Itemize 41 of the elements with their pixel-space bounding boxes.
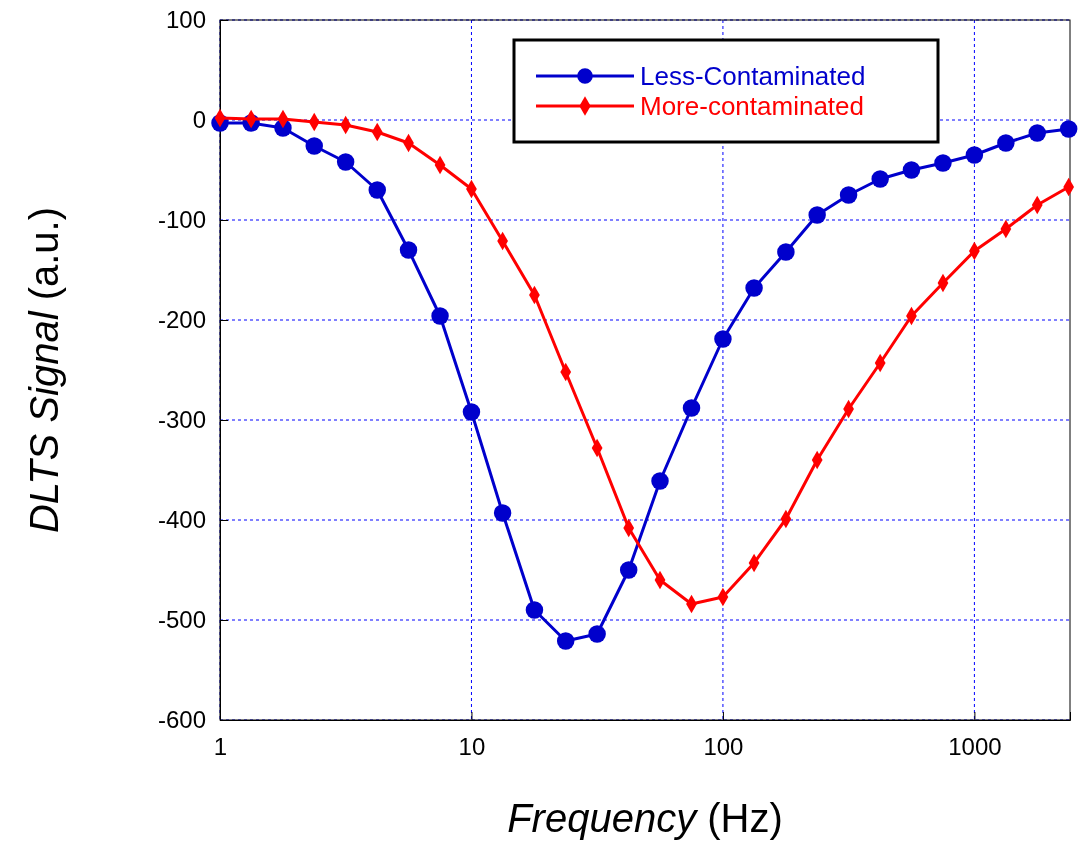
y-tick-label: -500 (157, 606, 206, 634)
y-tick-label: -400 (157, 506, 206, 534)
x-tick-label: 1000 (948, 733, 1002, 761)
y-axis-title: DLTS Signal (a.u.) (22, 206, 66, 534)
x-tick-label: 1 (213, 733, 228, 761)
point (305, 137, 323, 155)
point (934, 154, 952, 172)
point (336, 153, 355, 171)
point (1059, 120, 1078, 138)
point (368, 181, 386, 199)
point (871, 170, 889, 188)
legend-label: More-contaminated (640, 91, 864, 121)
point (525, 601, 544, 619)
point (556, 632, 575, 650)
y-tick-label: 100 (165, 6, 206, 34)
point (462, 403, 481, 421)
point (997, 134, 1015, 152)
x-tick-label: 100 (703, 733, 744, 761)
point (777, 243, 795, 261)
point (588, 625, 606, 643)
point (839, 186, 858, 204)
legend-label: Less-Contaminated (640, 61, 866, 91)
point (965, 146, 984, 164)
x-tick-label: 10 (458, 733, 486, 761)
y-tick-label: -200 (157, 306, 206, 334)
point (714, 330, 732, 348)
point (619, 561, 638, 579)
y-tick-label: -100 (157, 206, 206, 234)
y-tick-label: -600 (157, 706, 206, 734)
point (745, 279, 763, 297)
point (431, 307, 449, 325)
point (493, 504, 512, 522)
point (902, 161, 921, 179)
y-tick-label: -300 (157, 406, 206, 434)
y-tick-label: 0 (192, 106, 206, 134)
point (1028, 124, 1046, 142)
point (399, 241, 418, 259)
point (651, 472, 669, 490)
x-axis-title: Frequency (Hz) (507, 796, 783, 840)
point (808, 206, 826, 224)
point (682, 399, 701, 417)
